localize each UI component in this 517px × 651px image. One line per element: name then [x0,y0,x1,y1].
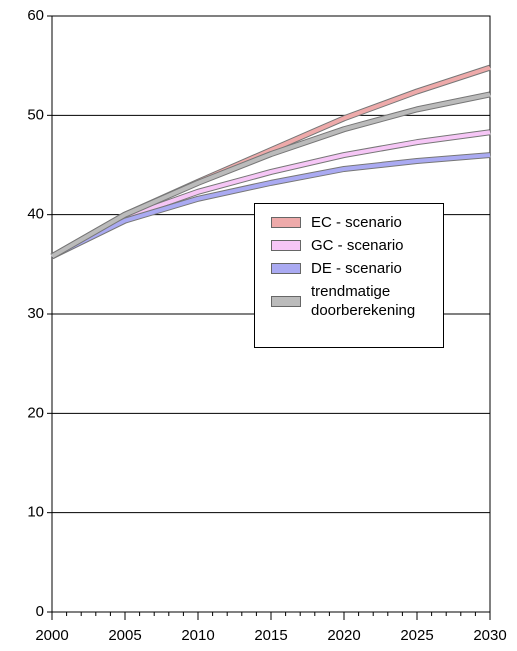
y-tick-label: 10 [27,504,44,521]
x-tick-label: 2030 [473,627,506,644]
legend-label: DE - scenario [311,260,402,277]
legend-swatch [271,240,301,251]
legend-swatch [271,295,301,307]
legend-swatch [271,263,301,274]
x-tick-label: 2015 [254,627,287,644]
y-tick-label: 60 [27,7,44,24]
y-tick-label: 20 [27,404,44,421]
x-tick-label: 2005 [108,627,141,644]
y-tick-label: 30 [27,305,44,322]
legend-swatch [271,217,301,228]
legend-entry: EC - scenario [259,213,439,232]
y-tick-label: 40 [27,206,44,223]
legend-entry: trendmatige doorberekening [259,282,439,320]
y-tick-label: 0 [36,603,44,620]
y-tick-label: 50 [27,106,44,123]
legend-label: EC - scenario [311,214,402,231]
x-tick-label: 2010 [181,627,214,644]
x-tick-label: 2020 [327,627,360,644]
legend-label: GC - scenario [311,237,404,254]
legend: EC - scenario GC - scenario DE - scenario t… [254,203,444,348]
x-tick-label: 2025 [400,627,433,644]
legend-label: trendmatige doorberekening [311,283,416,319]
legend-entry: DE - scenario [259,259,439,278]
series-line [51,153,491,259]
x-tick-label: 2000 [35,627,68,644]
series-line [51,92,491,259]
legend-entry: GC - scenario [259,236,439,255]
